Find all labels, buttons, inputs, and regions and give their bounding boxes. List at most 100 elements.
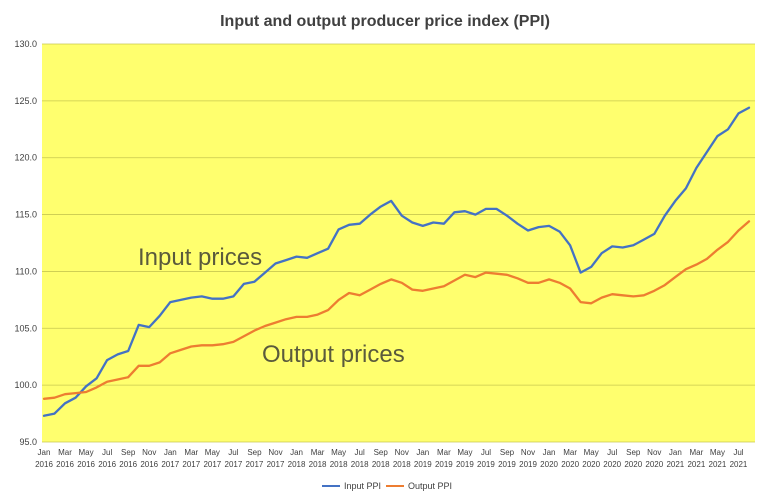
x-tick-label: Mar 2021: [687, 448, 705, 469]
x-tick-year: 2017: [161, 460, 179, 469]
x-tick-year: 2019: [519, 460, 537, 469]
x-tick-month: Jul: [228, 448, 238, 457]
x-tick-year: 2021: [666, 460, 684, 469]
y-tick-label: 120.0: [14, 153, 37, 163]
x-tick-label: Sep 2017: [246, 448, 264, 469]
x-tick-month: Nov: [647, 448, 661, 457]
x-axis-tick-labels: Jan 2016 Mar 2016 May 2016 Jul 2016 Sep 2016 Nov 20…: [35, 448, 748, 469]
x-tick-year: 2021: [730, 460, 748, 469]
x-tick-year: 2018: [372, 460, 390, 469]
x-tick-month: Sep: [247, 448, 262, 457]
x-tick-year: 2016: [56, 460, 74, 469]
x-tick-year: 2018: [393, 460, 411, 469]
x-tick-year: 2019: [498, 460, 516, 469]
x-tick-year: 2018: [309, 460, 327, 469]
x-tick-year: 2017: [225, 460, 243, 469]
x-tick-label: Mar 2016: [56, 448, 74, 469]
x-tick-month: Jul: [481, 448, 491, 457]
x-tick-label: Sep 2020: [624, 448, 642, 469]
x-tick-year: 2016: [119, 460, 137, 469]
x-tick-label: Jan 2019: [414, 448, 432, 469]
y-tick-label: 100.0: [14, 380, 37, 390]
x-tick-month: Jul: [607, 448, 617, 457]
legend-item: Input PPI: [322, 481, 381, 491]
y-tick-label: 95.0: [19, 437, 37, 447]
x-tick-label: Mar 2017: [182, 448, 200, 469]
y-tick-label: 130.0: [14, 39, 37, 49]
plot-area: [42, 44, 755, 442]
y-tick-label: 115.0: [15, 210, 37, 220]
x-tick-label: Nov 2017: [267, 448, 285, 469]
x-tick-month: Jul: [733, 448, 743, 457]
x-tick-label: Jan 2018: [288, 448, 306, 469]
x-tick-year: 2018: [288, 460, 306, 469]
x-tick-month: Mar: [58, 448, 72, 457]
x-tick-label: Mar 2018: [309, 448, 327, 469]
x-tick-year: 2019: [477, 460, 495, 469]
x-tick-label: May 2019: [456, 448, 474, 469]
x-tick-label: Jul 2018: [351, 448, 369, 469]
x-tick-year: 2021: [687, 460, 705, 469]
x-tick-month: May: [205, 448, 220, 457]
x-tick-year: 2021: [709, 460, 727, 469]
x-tick-year: 2017: [182, 460, 200, 469]
x-tick-year: 2017: [246, 460, 264, 469]
x-tick-year: 2020: [645, 460, 663, 469]
x-tick-label: Jan 2021: [666, 448, 684, 469]
x-tick-month: Nov: [142, 448, 156, 457]
x-tick-month: Jan: [416, 448, 429, 457]
x-tick-label: Nov 2020: [645, 448, 663, 469]
x-tick-month: Jan: [669, 448, 682, 457]
x-tick-month: Jan: [38, 448, 51, 457]
x-tick-month: Sep: [500, 448, 515, 457]
x-tick-month: May: [457, 448, 472, 457]
x-tick-month: May: [331, 448, 346, 457]
x-tick-month: Jul: [102, 448, 112, 457]
x-tick-label: Jul 2016: [98, 448, 116, 469]
x-tick-year: 2019: [414, 460, 432, 469]
y-tick-label: 110.0: [15, 266, 37, 276]
x-tick-label: Sep 2019: [498, 448, 516, 469]
x-tick-year: 2020: [582, 460, 600, 469]
x-tick-year: 2018: [330, 460, 348, 469]
x-tick-label: May 2020: [582, 448, 600, 469]
x-tick-month: Mar: [437, 448, 451, 457]
gridlines: [42, 43, 755, 443]
x-tick-month: Nov: [395, 448, 409, 457]
series-line-output-ppi: [42, 220, 751, 400]
legend-item: Output PPI: [386, 481, 452, 491]
x-tick-label: Jul 2020: [603, 448, 621, 469]
y-tick-label: 125.0: [14, 96, 37, 106]
legend-label: Input PPI: [344, 481, 381, 491]
x-tick-label: Jan 2020: [540, 448, 558, 469]
x-tick-month: May: [710, 448, 725, 457]
x-tick-label: Jan 2016: [35, 448, 53, 469]
x-tick-year: 2016: [98, 460, 116, 469]
x-tick-label: Mar 2020: [561, 448, 579, 469]
x-tick-month: Sep: [121, 448, 136, 457]
x-tick-month: May: [79, 448, 94, 457]
x-tick-year: 2016: [35, 460, 53, 469]
x-tick-month: Mar: [563, 448, 577, 457]
x-tick-month: May: [584, 448, 599, 457]
x-tick-label: May 2018: [330, 448, 348, 469]
chart-title: Input and output producer price index (P…: [220, 13, 550, 30]
x-tick-label: Nov 2016: [140, 448, 158, 469]
x-tick-label: May 2016: [77, 448, 95, 469]
x-tick-month: Mar: [184, 448, 198, 457]
x-tick-month: Jul: [355, 448, 365, 457]
series-lines: [42, 106, 751, 417]
x-tick-month: Jan: [164, 448, 177, 457]
x-tick-year: 2017: [203, 460, 221, 469]
x-tick-year: 2017: [267, 460, 285, 469]
output-prices-annotation: Output prices: [262, 341, 405, 368]
x-tick-label: Nov 2019: [519, 448, 537, 469]
x-tick-month: Nov: [268, 448, 282, 457]
x-tick-year: 2020: [561, 460, 579, 469]
x-tick-label: Sep 2018: [372, 448, 390, 469]
x-tick-year: 2020: [624, 460, 642, 469]
legend: Input PPI Output PPI: [322, 481, 452, 491]
x-tick-year: 2020: [603, 460, 621, 469]
x-tick-month: Mar: [311, 448, 325, 457]
